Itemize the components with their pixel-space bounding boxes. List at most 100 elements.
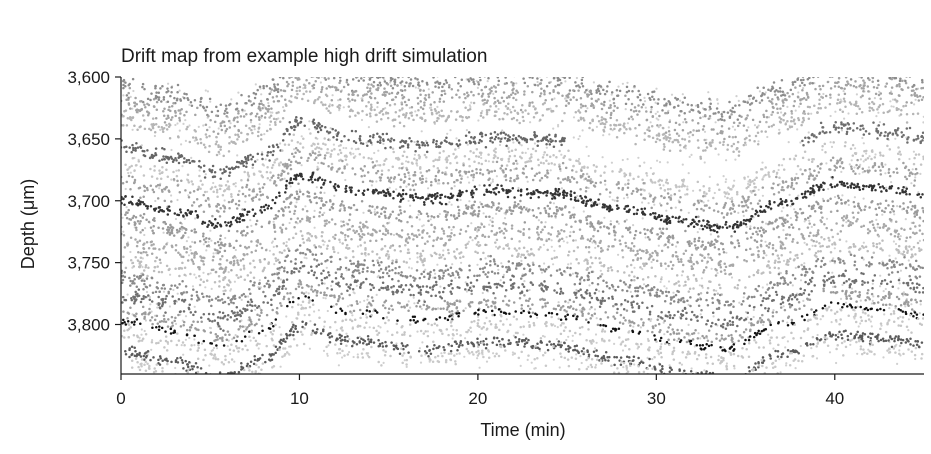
spike-point bbox=[625, 90, 629, 94]
spike-point bbox=[464, 116, 468, 119]
spike-point bbox=[337, 251, 340, 254]
spike-point bbox=[166, 175, 170, 179]
spike-point bbox=[227, 339, 230, 342]
spike-point bbox=[240, 179, 243, 182]
spike-point bbox=[580, 169, 583, 172]
spike-point bbox=[409, 188, 412, 191]
spike-point bbox=[172, 178, 176, 181]
spike-point bbox=[819, 167, 822, 170]
spike-point bbox=[247, 95, 251, 98]
spike-point bbox=[569, 198, 573, 201]
spike-point bbox=[609, 106, 612, 109]
spike-point bbox=[351, 167, 354, 170]
spike-point bbox=[524, 109, 527, 112]
spike-point bbox=[227, 185, 231, 188]
spike-point bbox=[215, 347, 219, 350]
spike-point bbox=[803, 220, 806, 223]
spike-point bbox=[436, 72, 439, 75]
spike-point bbox=[455, 93, 458, 97]
spike-point bbox=[176, 97, 179, 101]
spike-point bbox=[497, 107, 500, 111]
spike-point bbox=[837, 77, 841, 80]
spike-point bbox=[535, 172, 539, 175]
spike-point bbox=[611, 198, 614, 201]
spike-point bbox=[849, 343, 852, 346]
spike-point bbox=[737, 150, 741, 153]
spike-point bbox=[850, 165, 853, 168]
spike-point bbox=[904, 81, 908, 85]
spike-point bbox=[420, 117, 424, 120]
spike-point bbox=[248, 188, 251, 191]
spike-point bbox=[434, 178, 437, 181]
spike-point bbox=[361, 109, 364, 113]
spike-point bbox=[129, 250, 132, 254]
spike-point bbox=[129, 107, 132, 110]
spike-point bbox=[389, 81, 392, 84]
spike-point bbox=[598, 192, 602, 196]
spike-point bbox=[880, 68, 883, 71]
spike-point bbox=[897, 158, 901, 161]
spike-point bbox=[353, 99, 357, 102]
spike-point bbox=[485, 101, 488, 104]
spike-point bbox=[837, 126, 840, 129]
spike-point bbox=[843, 67, 846, 70]
spike-point bbox=[847, 112, 850, 115]
spike-point bbox=[758, 90, 762, 93]
spike-point bbox=[913, 103, 916, 106]
spike-point bbox=[679, 208, 683, 212]
spike-point bbox=[838, 165, 842, 168]
spike-point bbox=[778, 86, 782, 90]
spike-point bbox=[482, 103, 485, 106]
spike-point bbox=[268, 249, 271, 252]
spike-point bbox=[669, 198, 673, 201]
spike-point bbox=[552, 127, 555, 130]
spike-point bbox=[521, 115, 525, 119]
spike-point bbox=[378, 176, 382, 179]
spike-point bbox=[443, 172, 447, 176]
spike-point bbox=[344, 74, 347, 77]
spike-point bbox=[202, 124, 205, 127]
spike-point bbox=[255, 112, 259, 116]
spike-point bbox=[633, 85, 636, 88]
spike-point bbox=[189, 100, 193, 104]
spike-point bbox=[845, 130, 849, 134]
spike-point bbox=[708, 189, 711, 192]
spike-point bbox=[869, 344, 872, 347]
spike-point bbox=[265, 195, 269, 199]
spike-point bbox=[437, 169, 441, 173]
spike-point bbox=[643, 132, 647, 135]
spike-point bbox=[209, 229, 212, 232]
spike-point bbox=[781, 164, 784, 167]
spike-point bbox=[591, 118, 594, 122]
spike-point bbox=[797, 91, 800, 94]
spike-point bbox=[325, 94, 329, 98]
spike-point bbox=[733, 110, 736, 114]
spike-point bbox=[318, 153, 322, 157]
spike-point bbox=[549, 137, 552, 141]
spike-point bbox=[295, 201, 298, 204]
spike-point bbox=[335, 134, 339, 138]
spike-point bbox=[776, 107, 779, 111]
spike-point bbox=[259, 307, 262, 310]
spike-point bbox=[435, 145, 438, 148]
spike-point bbox=[365, 72, 368, 75]
spike-point bbox=[575, 170, 578, 174]
spike-point bbox=[781, 93, 785, 97]
spike-point bbox=[343, 165, 346, 168]
spike-point bbox=[283, 98, 287, 102]
spike-point bbox=[483, 98, 486, 102]
spike-point bbox=[748, 183, 752, 187]
spike-point bbox=[202, 271, 205, 274]
spike-point bbox=[640, 106, 644, 109]
spike-point bbox=[782, 113, 785, 117]
spike-point bbox=[261, 163, 265, 166]
spike-point bbox=[438, 145, 442, 149]
spike-point bbox=[202, 143, 206, 146]
spike-point bbox=[592, 81, 596, 84]
spike-point bbox=[503, 111, 506, 115]
spike-point bbox=[876, 70, 879, 73]
spike-point bbox=[250, 197, 254, 201]
spike-point bbox=[565, 338, 568, 342]
spike-point bbox=[407, 199, 410, 202]
spike-point bbox=[563, 111, 566, 115]
